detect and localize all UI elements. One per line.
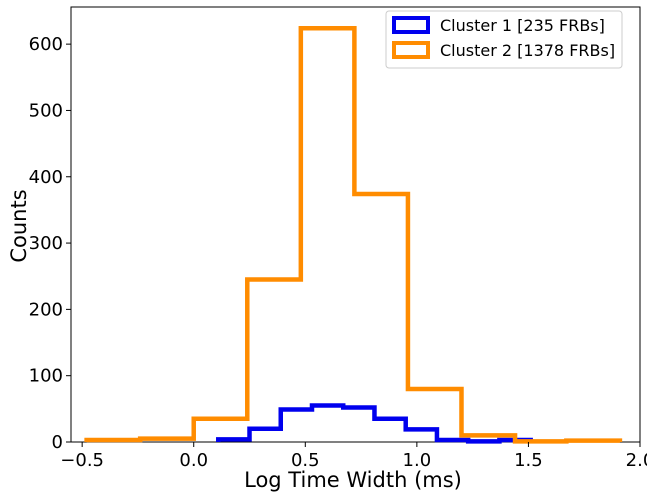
series-layer	[84, 25, 623, 444]
legend-box	[385, 10, 623, 69]
legend: Cluster 1 [235 FRBs] Cluster 2 [1378 FRB…	[385, 10, 623, 69]
legend-swatch-cluster-2	[392, 41, 430, 59]
x-tick-label: 1.0	[403, 450, 432, 471]
legend-label-cluster-2: Cluster 2 [1378 FRBs]	[440, 41, 615, 60]
y-tick-label: 600	[29, 34, 63, 55]
y-axis-label: Counts	[7, 189, 31, 262]
x-tick-label: 1.5	[514, 450, 543, 471]
x-tick-label: 0.0	[179, 450, 208, 471]
y-tick-label: 300	[29, 233, 63, 254]
legend-label-cluster-1: Cluster 1 [235 FRBs]	[440, 16, 605, 35]
y-tick-label: 100	[29, 366, 63, 387]
x-tick-label: −0.5	[60, 450, 104, 471]
y-tick-label: 0	[52, 432, 63, 453]
y-tick-label: 200	[29, 299, 63, 320]
y-tick-label: 400	[29, 167, 63, 188]
x-tick-label: 2.0	[626, 450, 647, 471]
series-step-1	[216, 403, 533, 444]
x-tick-label: 0.5	[291, 450, 320, 471]
x-axis-label: Log Time Width (ms)	[244, 468, 462, 492]
y-axis-ticks: 0 100 200 300 400 500 600	[29, 34, 71, 453]
x-axis-ticks: −0.5 0.0 0.5 1.0 1.5 2.0	[60, 442, 647, 471]
legend-swatch-cluster-1	[392, 16, 430, 34]
plot-area	[70, 6, 641, 444]
series-step-2	[84, 25, 623, 444]
y-tick-label: 500	[29, 100, 63, 121]
